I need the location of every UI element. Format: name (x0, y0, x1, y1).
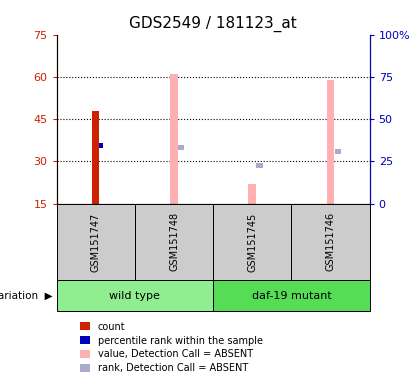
Bar (135, 204, 213, 280)
Text: GSM151746: GSM151746 (326, 212, 336, 271)
Text: GSM151748: GSM151748 (169, 212, 179, 271)
Legend: count, percentile rank within the sample, value, Detection Call = ABSENT, rank, : count, percentile rank within the sample… (77, 319, 265, 376)
Bar (92, 111, 100, 204)
Text: genotype/variation  ▶: genotype/variation ▶ (0, 291, 52, 301)
Bar (57, 280, 213, 311)
Bar (335, 149, 341, 154)
Bar (213, 204, 291, 280)
Title: GDS2549 / 181123_at: GDS2549 / 181123_at (129, 16, 297, 32)
Bar (291, 204, 370, 280)
Bar (57, 204, 135, 280)
Bar (248, 184, 256, 204)
Text: daf-19 mutant: daf-19 mutant (252, 291, 331, 301)
Bar (100, 143, 103, 148)
Bar (213, 280, 370, 311)
Bar (256, 163, 262, 168)
Text: GSM151745: GSM151745 (247, 212, 257, 271)
Bar (327, 79, 334, 204)
Text: GSM151747: GSM151747 (91, 212, 101, 271)
Bar (178, 145, 184, 150)
Bar (170, 74, 178, 204)
Text: wild type: wild type (110, 291, 160, 301)
